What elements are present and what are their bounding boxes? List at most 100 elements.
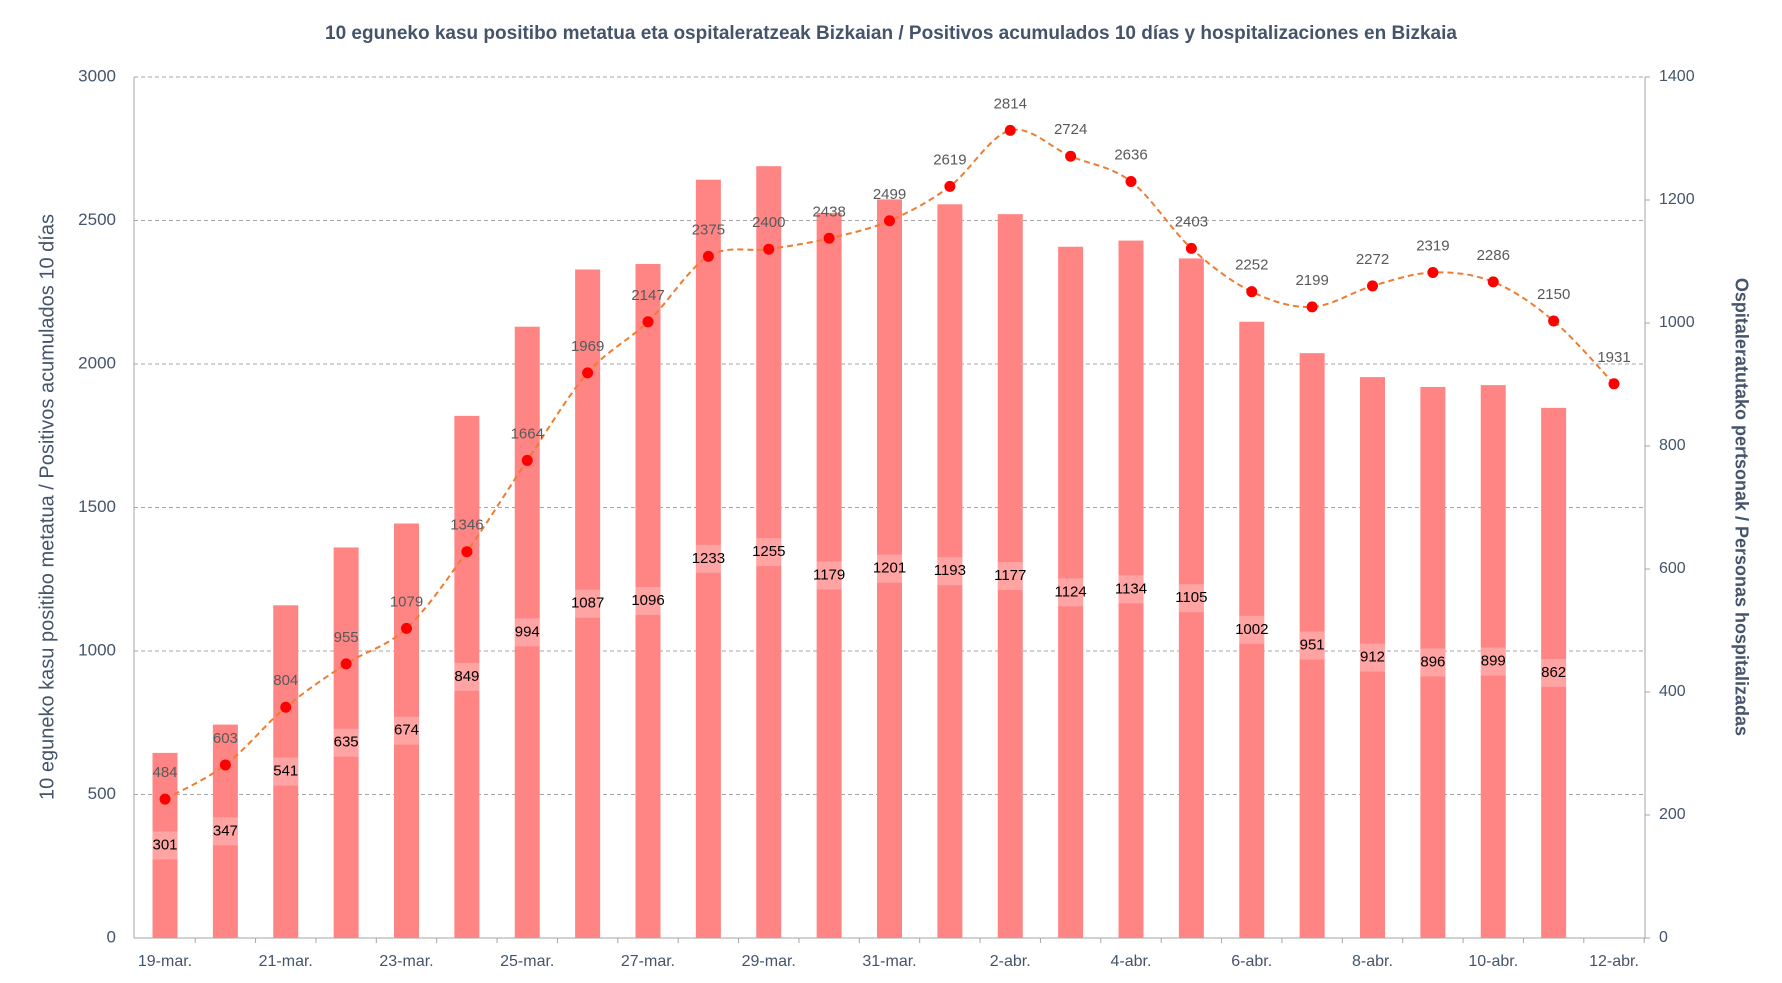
bar: [1420, 386, 1446, 939]
bar-label-band: [635, 586, 661, 615]
bar-label-band: [212, 817, 238, 846]
bar: [273, 605, 299, 938]
line-marker: [340, 658, 352, 670]
line-value-label: 2375: [692, 221, 725, 238]
bar: [937, 204, 963, 938]
y2-tick-label: 0: [1659, 929, 1668, 946]
line-value-label: 1664: [511, 425, 544, 442]
bar-value-label: 1201: [873, 560, 906, 577]
line-marker: [1608, 378, 1620, 390]
x-tick-label: 2-abr.: [990, 953, 1031, 970]
bar-label-band: [937, 557, 963, 586]
bar-label-band: [877, 554, 902, 583]
bar: [635, 263, 661, 939]
x-tick-label: 19-mar.: [138, 953, 192, 970]
x-tick-label: 31-mar.: [862, 953, 916, 970]
line-marker: [1185, 242, 1197, 254]
line-marker: [1306, 301, 1318, 313]
bar-label-band: [1118, 575, 1144, 604]
y-tick-label: 1000: [78, 640, 116, 659]
y-tick-label: 500: [88, 784, 116, 803]
y-tick-label: 2000: [78, 353, 116, 372]
bar: [1239, 321, 1265, 938]
bar-value-label: 347: [213, 822, 238, 839]
x-tick-label: 25-mar.: [500, 953, 554, 970]
line: [164, 128, 1615, 800]
y-tick-label: 1500: [78, 497, 116, 516]
y-tick-label: 3000: [78, 66, 116, 85]
line-value-label: 2319: [1416, 237, 1449, 254]
bar-value-label: 951: [1300, 637, 1325, 654]
bar-label-band: [1178, 584, 1204, 613]
bar-label-band: [1299, 631, 1325, 660]
bar: [1178, 258, 1204, 938]
x-tick-label: 4-abr.: [1111, 953, 1152, 970]
x-tick-label: 21-mar.: [259, 953, 313, 970]
bar-label-band: [273, 757, 299, 786]
bar-value-label: 635: [334, 734, 359, 751]
bar-label-band: [1058, 578, 1084, 607]
line-marker: [1427, 266, 1439, 278]
line-marker: [461, 546, 473, 558]
x-tick-label: 6-abr.: [1231, 953, 1272, 970]
line-value-label: 2403: [1175, 213, 1208, 230]
bar: [454, 415, 480, 938]
bar: [816, 212, 842, 939]
bar-label-band: [575, 589, 601, 618]
bar-label-band: [514, 618, 540, 647]
line-value-label: 603: [213, 730, 238, 747]
line-value-label: 1079: [390, 593, 423, 610]
line-value-label: 2272: [1356, 251, 1389, 268]
bar: [514, 326, 540, 938]
x-tick-label: 10-abr.: [1468, 953, 1518, 970]
bar-value-label: 1179: [813, 566, 845, 583]
bar-value-label: 862: [1541, 664, 1566, 681]
bar: [1118, 240, 1144, 939]
bar-value-label: 1255: [752, 543, 785, 560]
line-marker: [1246, 286, 1258, 298]
bar-value-label: 541: [273, 763, 298, 780]
line-value-label: 804: [273, 672, 298, 689]
line-marker: [1125, 175, 1137, 187]
line-value-label: 2147: [631, 287, 664, 304]
x-tick-label: 12-abr.: [1589, 953, 1639, 970]
line-marker: [1367, 280, 1378, 292]
line-value-label: 2814: [994, 95, 1027, 112]
line-value-label: 1969: [571, 338, 604, 355]
line-marker: [763, 243, 775, 255]
line-marker: [823, 232, 835, 244]
y-tick-label: 2500: [78, 210, 116, 229]
line-marker: [1487, 276, 1499, 288]
bar-label-band: [1360, 643, 1385, 672]
bar-value-label: 1002: [1235, 621, 1268, 638]
x-tick-label: 23-mar.: [379, 953, 433, 970]
bar: [394, 523, 419, 938]
x-tick-label: 29-mar.: [742, 953, 796, 970]
line-marker: [1548, 315, 1560, 327]
line-value-label: 2499: [873, 186, 906, 203]
bar-label-band: [756, 538, 782, 567]
line-value-label: 2619: [933, 151, 966, 168]
bar-label-band: [454, 662, 480, 691]
line-value-label: 955: [334, 629, 359, 646]
bar-label-band: [1420, 648, 1446, 677]
bar-label-band: [997, 562, 1023, 591]
bar: [877, 199, 902, 938]
line-marker: [280, 701, 292, 713]
y2-tick-label: 800: [1659, 437, 1686, 454]
line-value-label: 2438: [812, 203, 845, 220]
y-tick-label: 0: [107, 927, 116, 946]
line-marker: [1004, 124, 1016, 136]
bar: [1058, 246, 1084, 939]
bar-value-label: 1087: [571, 595, 604, 612]
line-value-label: 1931: [1597, 349, 1630, 366]
bar: [152, 752, 178, 938]
line-value-label: 2286: [1477, 247, 1510, 264]
y2-tick-label: 1000: [1659, 314, 1695, 331]
bar: [756, 166, 782, 939]
bar-label-band: [1541, 658, 1567, 687]
y-axis-label: 10 eguneko kasu positibo metatua / Posit…: [36, 214, 58, 800]
bar-value-label: 899: [1481, 653, 1506, 670]
bar: [575, 269, 601, 938]
